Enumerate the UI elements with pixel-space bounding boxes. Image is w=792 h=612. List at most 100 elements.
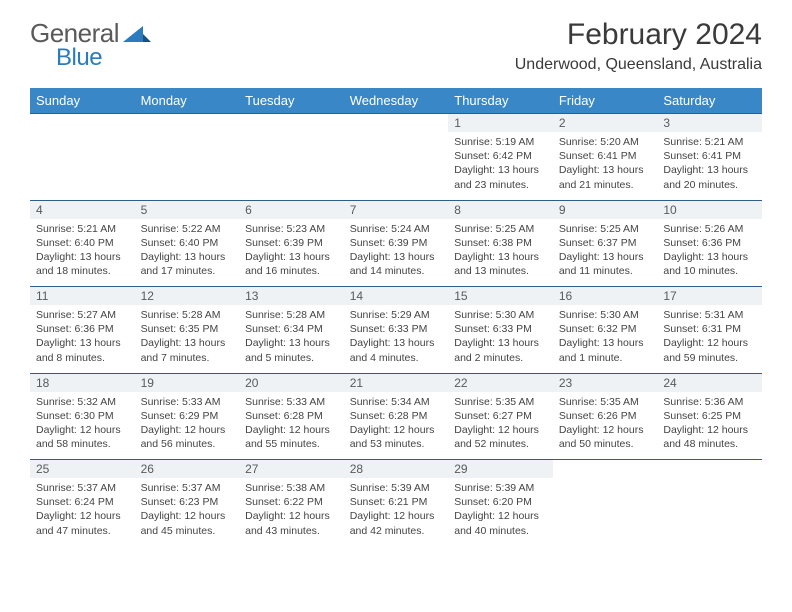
sunrise-text: Sunrise: 5:38 AM (245, 481, 338, 495)
daylight-text: Daylight: 12 hours and 56 minutes. (141, 423, 234, 451)
sunrise-text: Sunrise: 5:31 AM (663, 308, 756, 322)
day-number-cell: 24 (657, 373, 762, 392)
daylight-text: Daylight: 13 hours and 17 minutes. (141, 250, 234, 278)
sunrise-text: Sunrise: 5:23 AM (245, 222, 338, 236)
day-number-cell: 5 (135, 200, 240, 219)
day-number-cell: 16 (553, 287, 658, 306)
day-content-cell: Sunrise: 5:29 AMSunset: 6:33 PMDaylight:… (344, 305, 449, 373)
day-content-cell: Sunrise: 5:19 AMSunset: 6:42 PMDaylight:… (448, 132, 553, 200)
sunrise-text: Sunrise: 5:39 AM (350, 481, 443, 495)
sunrise-text: Sunrise: 5:29 AM (350, 308, 443, 322)
day-number-cell: 27 (239, 460, 344, 479)
daylight-text: Daylight: 12 hours and 52 minutes. (454, 423, 547, 451)
day-number-cell: 22 (448, 373, 553, 392)
daylight-text: Daylight: 13 hours and 1 minute. (559, 336, 652, 364)
sunset-text: Sunset: 6:29 PM (141, 409, 234, 423)
daylight-text: Daylight: 12 hours and 50 minutes. (559, 423, 652, 451)
sunrise-text: Sunrise: 5:20 AM (559, 135, 652, 149)
day-content-cell: Sunrise: 5:33 AMSunset: 6:28 PMDaylight:… (239, 392, 344, 460)
day-content-cell: Sunrise: 5:39 AMSunset: 6:21 PMDaylight:… (344, 478, 449, 546)
sunrise-text: Sunrise: 5:21 AM (36, 222, 129, 236)
daylight-text: Daylight: 13 hours and 4 minutes. (350, 336, 443, 364)
day-content-cell: Sunrise: 5:35 AMSunset: 6:27 PMDaylight:… (448, 392, 553, 460)
day-content-row: Sunrise: 5:37 AMSunset: 6:24 PMDaylight:… (30, 478, 762, 546)
sunset-text: Sunset: 6:37 PM (559, 236, 652, 250)
day-number-cell (30, 114, 135, 133)
sunrise-text: Sunrise: 5:35 AM (454, 395, 547, 409)
daylight-text: Daylight: 13 hours and 13 minutes. (454, 250, 547, 278)
day-content-row: Sunrise: 5:27 AMSunset: 6:36 PMDaylight:… (30, 305, 762, 373)
day-number-cell: 3 (657, 114, 762, 133)
weekday-header: Wednesday (344, 88, 449, 114)
daylight-text: Daylight: 12 hours and 53 minutes. (350, 423, 443, 451)
day-number-row: 18192021222324 (30, 373, 762, 392)
daylight-text: Daylight: 13 hours and 7 minutes. (141, 336, 234, 364)
day-number-row: 45678910 (30, 200, 762, 219)
daylight-text: Daylight: 12 hours and 43 minutes. (245, 509, 338, 537)
day-content-cell: Sunrise: 5:20 AMSunset: 6:41 PMDaylight:… (553, 132, 658, 200)
daylight-text: Daylight: 12 hours and 58 minutes. (36, 423, 129, 451)
logo-text-blue: Blue (56, 44, 102, 72)
sunset-text: Sunset: 6:42 PM (454, 149, 547, 163)
sunrise-text: Sunrise: 5:34 AM (350, 395, 443, 409)
day-number-cell: 7 (344, 200, 449, 219)
day-content-cell: Sunrise: 5:35 AMSunset: 6:26 PMDaylight:… (553, 392, 658, 460)
sunset-text: Sunset: 6:20 PM (454, 495, 547, 509)
daylight-text: Daylight: 13 hours and 8 minutes. (36, 336, 129, 364)
day-content-cell: Sunrise: 5:31 AMSunset: 6:31 PMDaylight:… (657, 305, 762, 373)
day-number-cell: 12 (135, 287, 240, 306)
daylight-text: Daylight: 13 hours and 16 minutes. (245, 250, 338, 278)
sunset-text: Sunset: 6:28 PM (245, 409, 338, 423)
sunset-text: Sunset: 6:40 PM (36, 236, 129, 250)
sunrise-text: Sunrise: 5:26 AM (663, 222, 756, 236)
day-content-cell: Sunrise: 5:25 AMSunset: 6:38 PMDaylight:… (448, 219, 553, 287)
daylight-text: Daylight: 13 hours and 2 minutes. (454, 336, 547, 364)
daylight-text: Daylight: 13 hours and 18 minutes. (36, 250, 129, 278)
day-content-cell: Sunrise: 5:39 AMSunset: 6:20 PMDaylight:… (448, 478, 553, 546)
day-content-cell: Sunrise: 5:26 AMSunset: 6:36 PMDaylight:… (657, 219, 762, 287)
day-number-cell: 26 (135, 460, 240, 479)
weekday-header: Tuesday (239, 88, 344, 114)
sunrise-text: Sunrise: 5:21 AM (663, 135, 756, 149)
daylight-text: Daylight: 12 hours and 59 minutes. (663, 336, 756, 364)
sunset-text: Sunset: 6:35 PM (141, 322, 234, 336)
day-content-cell: Sunrise: 5:32 AMSunset: 6:30 PMDaylight:… (30, 392, 135, 460)
sunrise-text: Sunrise: 5:33 AM (141, 395, 234, 409)
day-content-cell: Sunrise: 5:27 AMSunset: 6:36 PMDaylight:… (30, 305, 135, 373)
day-number-row: 123 (30, 114, 762, 133)
daylight-text: Daylight: 13 hours and 20 minutes. (663, 163, 756, 191)
sunrise-text: Sunrise: 5:28 AM (141, 308, 234, 322)
calendar-table: Sunday Monday Tuesday Wednesday Thursday… (30, 88, 762, 546)
month-title: February 2024 (515, 18, 762, 52)
day-number-cell: 17 (657, 287, 762, 306)
sunrise-text: Sunrise: 5:33 AM (245, 395, 338, 409)
daylight-text: Daylight: 13 hours and 11 minutes. (559, 250, 652, 278)
sunset-text: Sunset: 6:39 PM (350, 236, 443, 250)
daylight-text: Daylight: 13 hours and 5 minutes. (245, 336, 338, 364)
daylight-text: Daylight: 13 hours and 10 minutes. (663, 250, 756, 278)
day-content-cell: Sunrise: 5:38 AMSunset: 6:22 PMDaylight:… (239, 478, 344, 546)
day-content-cell: Sunrise: 5:33 AMSunset: 6:29 PMDaylight:… (135, 392, 240, 460)
day-number-cell: 13 (239, 287, 344, 306)
logo: General Blue (30, 18, 153, 49)
sunset-text: Sunset: 6:21 PM (350, 495, 443, 509)
sunset-text: Sunset: 6:38 PM (454, 236, 547, 250)
day-content-cell (344, 132, 449, 200)
sunset-text: Sunset: 6:22 PM (245, 495, 338, 509)
sunrise-text: Sunrise: 5:25 AM (559, 222, 652, 236)
logo-triangle-icon (123, 24, 151, 44)
day-content-row: Sunrise: 5:19 AMSunset: 6:42 PMDaylight:… (30, 132, 762, 200)
daylight-text: Daylight: 13 hours and 14 minutes. (350, 250, 443, 278)
day-number-cell (344, 114, 449, 133)
day-content-cell (239, 132, 344, 200)
day-content-cell (30, 132, 135, 200)
day-number-cell: 1 (448, 114, 553, 133)
location: Underwood, Queensland, Australia (515, 56, 762, 74)
day-content-row: Sunrise: 5:32 AMSunset: 6:30 PMDaylight:… (30, 392, 762, 460)
daylight-text: Daylight: 12 hours and 42 minutes. (350, 509, 443, 537)
day-content-cell (553, 478, 658, 546)
sunset-text: Sunset: 6:26 PM (559, 409, 652, 423)
day-number-cell: 14 (344, 287, 449, 306)
sunrise-text: Sunrise: 5:36 AM (663, 395, 756, 409)
day-content-cell: Sunrise: 5:23 AMSunset: 6:39 PMDaylight:… (239, 219, 344, 287)
